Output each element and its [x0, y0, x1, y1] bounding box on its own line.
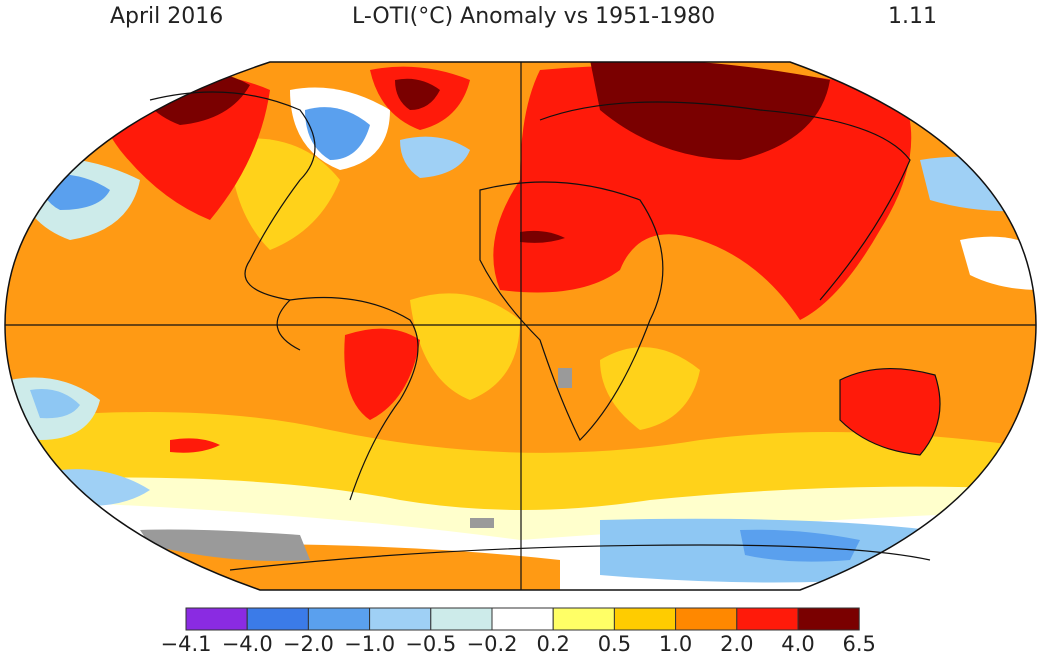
legend-label: 0.2	[536, 632, 570, 656]
map-border	[4, 61, 1037, 591]
legend-swatch	[736, 607, 799, 631]
legend-swatch	[491, 607, 554, 631]
color-legend	[185, 607, 860, 631]
legend-label: −4.1	[160, 632, 212, 656]
legend-swatch	[246, 607, 309, 631]
legend-swatch	[552, 607, 615, 631]
legend-label: 6.5	[842, 632, 876, 656]
legend-label: −4.0	[221, 632, 273, 656]
legend-swatch	[185, 607, 248, 631]
legend-swatch	[430, 607, 493, 631]
legend-swatch	[307, 607, 371, 631]
legend-label: 2.0	[720, 632, 754, 656]
legend-label: 1.0	[658, 632, 693, 656]
legend-swatch	[675, 607, 738, 631]
map-date: April 2016	[110, 4, 224, 29]
legend-swatch	[613, 607, 677, 631]
global-mean-value: 1.11	[888, 4, 937, 29]
legend-swatch	[369, 607, 432, 631]
legend-label: 4.0	[781, 632, 815, 656]
legend-label: −0.2	[466, 632, 518, 656]
legend-label: −1.0	[344, 632, 396, 656]
map-title: L-OTI(°C) Anomaly vs 1951-1980	[352, 4, 716, 29]
legend-swatch	[797, 607, 860, 631]
anomaly-map	[4, 61, 1037, 591]
coastlines	[149, 91, 941, 571]
legend-label: −0.5	[405, 632, 457, 656]
anomaly-field	[5, 62, 1036, 590]
legend-label: −2.0	[282, 632, 334, 656]
legend-label: 0.5	[597, 632, 632, 656]
